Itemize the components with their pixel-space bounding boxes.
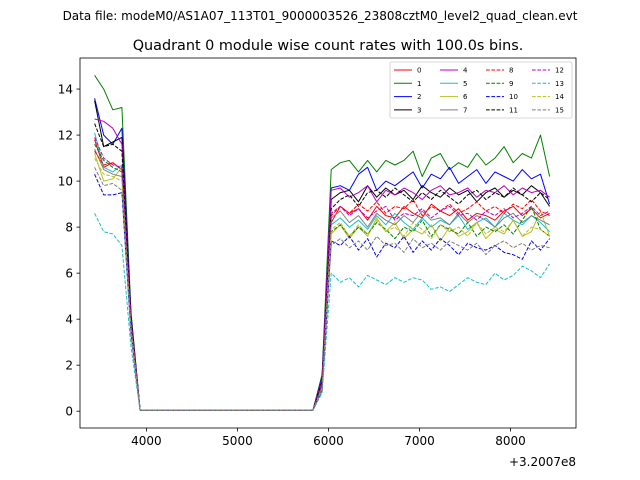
x-axis: 4000 5000 6000 7000 8000 — [131, 428, 526, 448]
x-tick-label: 8000 — [495, 434, 526, 448]
legend-label-0: 0 — [417, 67, 421, 75]
x-tick-label: 6000 — [313, 434, 344, 448]
legend-label-1: 1 — [417, 80, 421, 88]
figure-suptitle: Data file: modeM0/AS1A07_113T01_90000035… — [63, 9, 578, 23]
legend-label-9: 9 — [509, 80, 513, 88]
legend-box — [389, 61, 573, 119]
legend-label-8: 8 — [509, 67, 513, 75]
y-axis: 0 2 4 6 8 10 12 14 — [58, 82, 80, 418]
legend-label-7: 7 — [463, 107, 467, 115]
plot-frame — [79, 57, 577, 429]
series-layer — [94, 75, 551, 411]
x-tick-label: 5000 — [222, 434, 253, 448]
legend-label-2: 2 — [417, 93, 421, 101]
legend-label-6: 6 — [463, 93, 468, 101]
series-line-15 — [94, 167, 550, 411]
y-tick-label: 4 — [65, 312, 73, 326]
legend-label-10: 10 — [509, 93, 518, 101]
legend-label-3: 3 — [417, 107, 421, 115]
legend-label-15: 15 — [555, 107, 564, 115]
x-tick-label: 7000 — [404, 434, 435, 448]
y-tick-label: 14 — [58, 82, 73, 96]
y-tick-label: 2 — [65, 358, 73, 372]
y-tick-label: 12 — [58, 128, 73, 142]
y-tick-label: 8 — [65, 220, 73, 234]
x-offset-label: +3.2007e8 — [509, 455, 576, 469]
y-tick-label: 10 — [58, 174, 73, 188]
y-tick-label: 0 — [65, 404, 73, 418]
legend-label-11: 11 — [509, 107, 518, 115]
chart-title: Quadrant 0 module wise count rates with … — [133, 38, 524, 54]
legend-label-13: 13 — [555, 80, 564, 88]
legend-label-12: 12 — [555, 67, 564, 75]
y-tick-label: 6 — [65, 266, 73, 280]
x-tick-label: 4000 — [131, 434, 162, 448]
legend-label-5: 5 — [463, 80, 467, 88]
legend-label-14: 14 — [555, 93, 564, 101]
legend-label-4: 4 — [463, 67, 468, 75]
